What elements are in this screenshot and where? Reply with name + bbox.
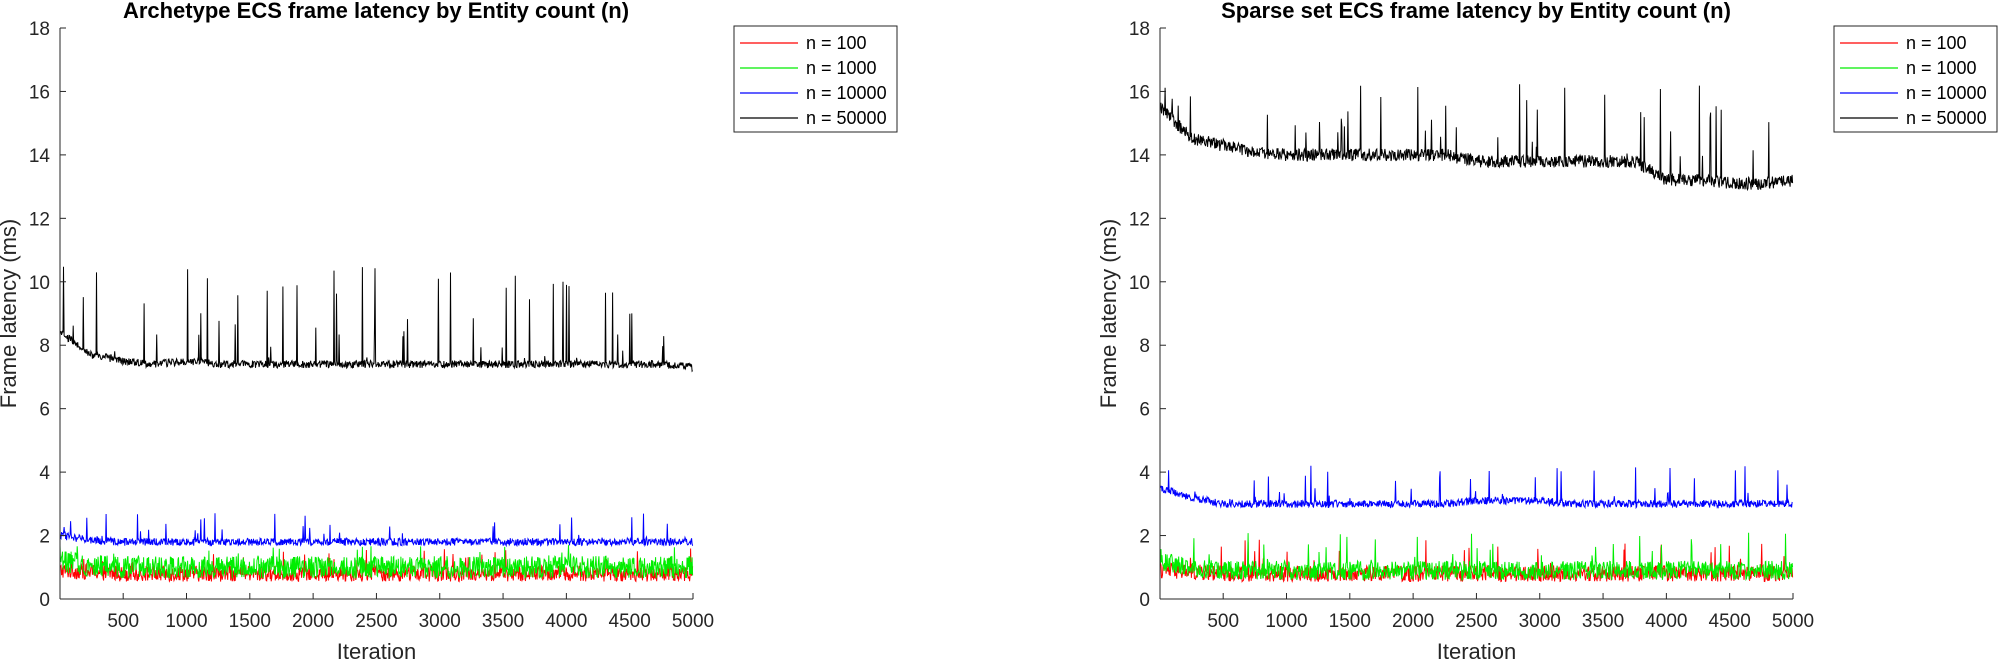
y-tick-label: 4: [39, 463, 50, 484]
chart-panel-1: 500 1000 1500 2000 2500 3000 3500 4000 4500 5000 0…: [0, 0, 898, 664]
x-tick-label: 3000: [419, 611, 461, 632]
legend-entry: n = 1000: [1906, 58, 1977, 78]
y-tick-label: 2: [39, 527, 50, 548]
legend-entry: n = 1000: [806, 58, 877, 78]
y-tick-label: 2: [1139, 527, 1150, 548]
x-tick-label: 2000: [1392, 611, 1434, 632]
legend-entry: n = 10000: [1906, 83, 1987, 103]
y-tick-label: 0: [1139, 590, 1150, 611]
y-tick-label: 18: [29, 19, 50, 40]
x-tick-label: 5000: [672, 611, 714, 632]
x-tick-label: 4500: [609, 611, 651, 632]
x-tick-label: 4000: [545, 611, 587, 632]
y-tick-label: 4: [1139, 463, 1150, 484]
y-axis-label: Frame latency (ms): [0, 219, 21, 408]
x-tick-label: 500: [107, 611, 139, 632]
y-tick-label: 12: [1129, 209, 1150, 230]
x-tick-label: 4000: [1645, 611, 1687, 632]
x-tick-label: 2500: [1455, 611, 1497, 632]
legend-box: [1833, 25, 1998, 133]
series-line-n-10000: [59, 513, 694, 548]
legend-entry: n = 50000: [1906, 108, 1987, 128]
series-group: [1159, 84, 1794, 584]
y-tick-label: 14: [1129, 146, 1151, 167]
chart-title: Archetype ECS frame latency by Entity co…: [123, 0, 629, 23]
x-tick-label: 3000: [1519, 611, 1561, 632]
y-tick-label: 10: [1129, 273, 1150, 294]
y-tick-label: 14: [29, 146, 51, 167]
series-line-n-50000: [1159, 84, 1794, 192]
y-tick-label: 10: [29, 273, 50, 294]
legend-entry: n = 10000: [806, 83, 887, 103]
x-tick-label: 2000: [292, 611, 334, 632]
legend-entry: n = 100: [1906, 33, 1967, 53]
y-axis-label: Frame latency (ms): [1096, 219, 1121, 408]
legend: n = 100 n = 1000 n = 10000 n = 50000: [1833, 25, 1998, 133]
x-tick-label: 1000: [1265, 611, 1307, 632]
x-axis-label: Iteration: [337, 639, 417, 662]
y-tick-label: 6: [39, 400, 50, 421]
series-group: [59, 266, 694, 583]
x-tick-label: 3500: [1582, 611, 1624, 632]
x-tick-label: 1500: [229, 611, 271, 632]
series-line-n-50000: [59, 266, 693, 373]
y-tick-label: 8: [1139, 336, 1150, 357]
x-tick-label: 2500: [355, 611, 397, 632]
legend-entry: n = 100: [806, 33, 867, 53]
legend: n = 100 n = 1000 n = 10000 n = 50000: [733, 25, 898, 133]
series-line-n-1000: [59, 545, 694, 580]
series-line-n-1000: [1159, 532, 1794, 582]
x-tick-label: 1500: [1329, 611, 1371, 632]
y-tick-label: 18: [1129, 19, 1150, 40]
series-line-n-10000: [1159, 465, 1793, 510]
x-tick-label: 5000: [1772, 611, 1814, 632]
x-tick-label: 500: [1207, 611, 1239, 632]
x-tick-label: 1000: [165, 611, 207, 632]
legend-entry: n = 50000: [806, 108, 887, 128]
y-tick-label: 0: [39, 590, 50, 611]
x-tick-label: 3500: [482, 611, 524, 632]
legend-box: [733, 25, 898, 133]
x-axis-label: Iteration: [1437, 639, 1517, 662]
y-tick-label: 16: [29, 82, 50, 103]
chart-panel-2: 500 1000 1500 2000 2500 3000 3500 4000 4500 5000 0…: [1096, 0, 1998, 664]
y-tick-label: 6: [1139, 400, 1150, 421]
x-tick-label: 4500: [1709, 611, 1751, 632]
y-tick-label: 8: [39, 336, 50, 357]
chart-title: Sparse set ECS frame latency by Entity c…: [1221, 0, 1731, 23]
y-tick-label: 16: [1129, 82, 1150, 103]
y-tick-label: 12: [29, 209, 50, 230]
